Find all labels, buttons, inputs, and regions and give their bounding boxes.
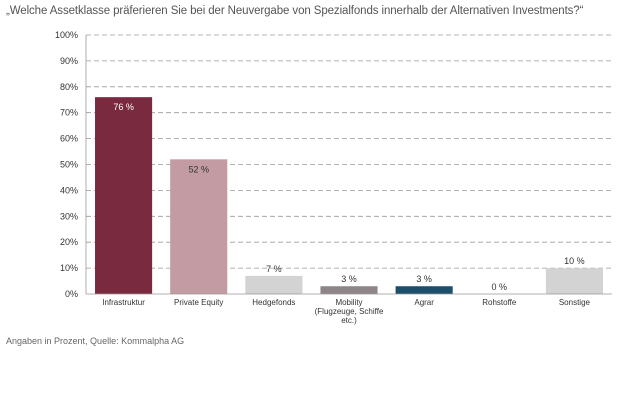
y-tick-label: 30%: [60, 211, 78, 221]
data-label: 0 %: [492, 282, 508, 292]
x-tick-label: Private Equity: [174, 298, 223, 307]
y-tick-label: 100%: [55, 30, 78, 40]
bar: [320, 286, 378, 294]
data-label: 10 %: [564, 256, 585, 266]
x-tick-label: Mobility: [335, 298, 362, 307]
gridlines: [86, 34, 612, 269]
x-axis: Infrastruktur Private Equity Hedgefonds Mob…: [86, 293, 612, 325]
chart-title: „Welche Assetklasse präferieren Sie bei …: [6, 5, 584, 17]
bars: 76 % 52 % 7 % 3 % 3 % 0 % 10 %: [95, 97, 603, 294]
x-tick-label: Hedgefonds: [252, 298, 295, 307]
y-tick-label: 90%: [60, 56, 78, 66]
y-tick-label: 80%: [60, 82, 78, 92]
y-tick-label: 10%: [60, 263, 78, 273]
y-tick-label: 0%: [65, 289, 78, 299]
data-label: 3 %: [416, 274, 432, 284]
x-tick-label: Rohstoffe: [482, 298, 517, 307]
y-tick-label: 20%: [60, 237, 78, 247]
bar: [95, 97, 153, 294]
x-tick-label: (Flugzeuge, Schiffe: [315, 307, 384, 316]
bar: [395, 286, 453, 294]
bar: [545, 268, 603, 294]
y-tick-label: 40%: [60, 185, 78, 195]
x-tick-label: etc.): [341, 316, 357, 325]
bar: [245, 275, 303, 294]
x-tick-label: Sonstige: [559, 298, 591, 307]
y-tick-label: 50%: [60, 160, 78, 170]
bar: [170, 159, 228, 294]
source-note: Angaben in Prozent, Quelle: Kommalpha AG: [6, 336, 185, 346]
data-label: 3 %: [341, 274, 357, 284]
data-label: 52 %: [188, 164, 209, 174]
data-label: 7 %: [266, 264, 282, 274]
data-label: 76 %: [113, 102, 134, 112]
x-tick-label: Infrastruktur: [102, 298, 145, 307]
x-tick-label: Agrar: [414, 298, 434, 307]
y-axis: 0% 10% 20% 30% 40% 50% 60% 70% 80% 90% 100%: [55, 30, 87, 299]
y-tick-label: 70%: [60, 108, 78, 118]
y-tick-label: 60%: [60, 134, 78, 144]
